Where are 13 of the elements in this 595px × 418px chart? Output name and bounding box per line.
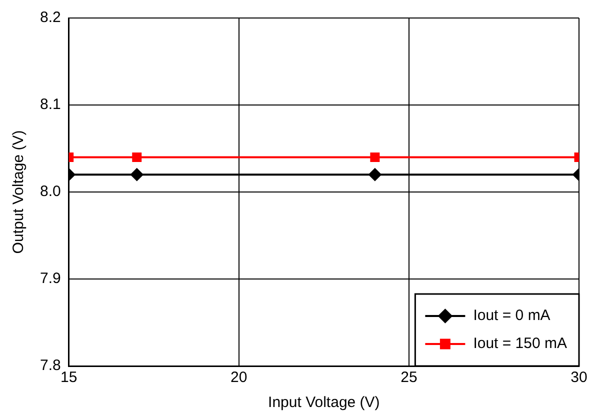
- y-axis-title: Output Voltage (V): [10, 130, 28, 254]
- x-axis-title: Input Voltage (V): [268, 394, 380, 412]
- x-tick-label: 20: [230, 369, 248, 386]
- y-tick-label: 8.2: [40, 9, 61, 26]
- legend-label: Iout = 150 mA: [473, 335, 568, 352]
- y-tick-label: 7.9: [40, 270, 61, 288]
- legend-label: Iout = 0 mA: [473, 307, 550, 324]
- x-tick-label: 30: [570, 369, 588, 386]
- x-tick-label: 25: [400, 369, 418, 386]
- y-tick-label: 8.1: [40, 96, 61, 114]
- y-tick-label: 7.8: [40, 357, 61, 374]
- y-tick-label: 8.0: [40, 183, 61, 200]
- x-tick-label: 15: [60, 369, 78, 386]
